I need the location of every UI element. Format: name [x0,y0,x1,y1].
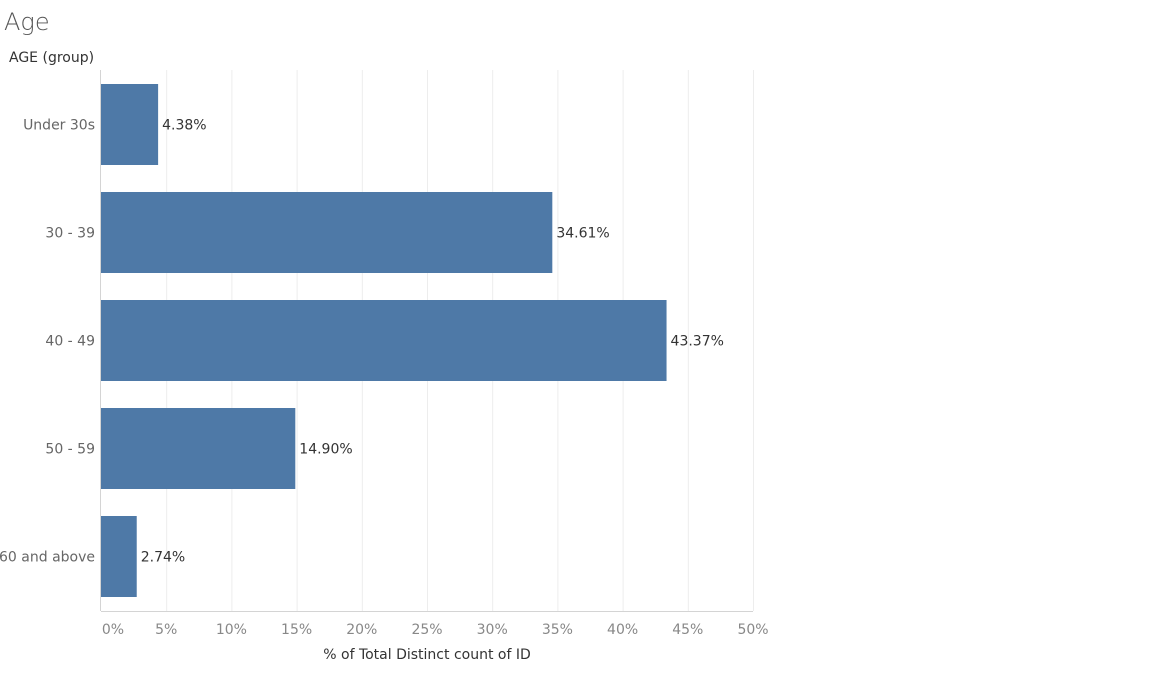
x-tick-label: 30% [477,622,508,638]
x-tick-label: 45% [672,622,703,638]
data-label: 43.37% [671,334,724,350]
x-tick-label: 25% [411,622,442,638]
bar [101,300,667,381]
data-label: 14.90% [299,442,352,458]
x-tick-label: 0% [102,622,124,638]
category-label: 30 - 39 [45,226,95,242]
category-label: 40 - 49 [45,334,95,350]
x-tick-label: 15% [281,622,312,638]
x-tick-label: 10% [216,622,247,638]
bar [101,408,296,489]
bar [101,84,159,165]
data-label: 4.38% [162,118,206,134]
category-label: Under 30s [23,118,95,134]
category-label: 50 - 59 [45,442,95,458]
bar [101,192,553,273]
bar [101,516,137,597]
category-label: 60 and above [0,550,95,566]
x-tick-label: 40% [607,622,638,638]
x-tick-label: 50% [737,622,768,638]
chart-title: Age [4,8,50,36]
x-tick-label: 5% [155,622,177,638]
x-axis-title: % of Total Distinct count of ID [323,647,531,663]
x-tick-label: 20% [346,622,377,638]
x-tick-label: 35% [542,622,573,638]
data-label: 34.61% [556,226,609,242]
data-label: 2.74% [141,550,185,566]
row-header: AGE (group) [9,50,95,66]
